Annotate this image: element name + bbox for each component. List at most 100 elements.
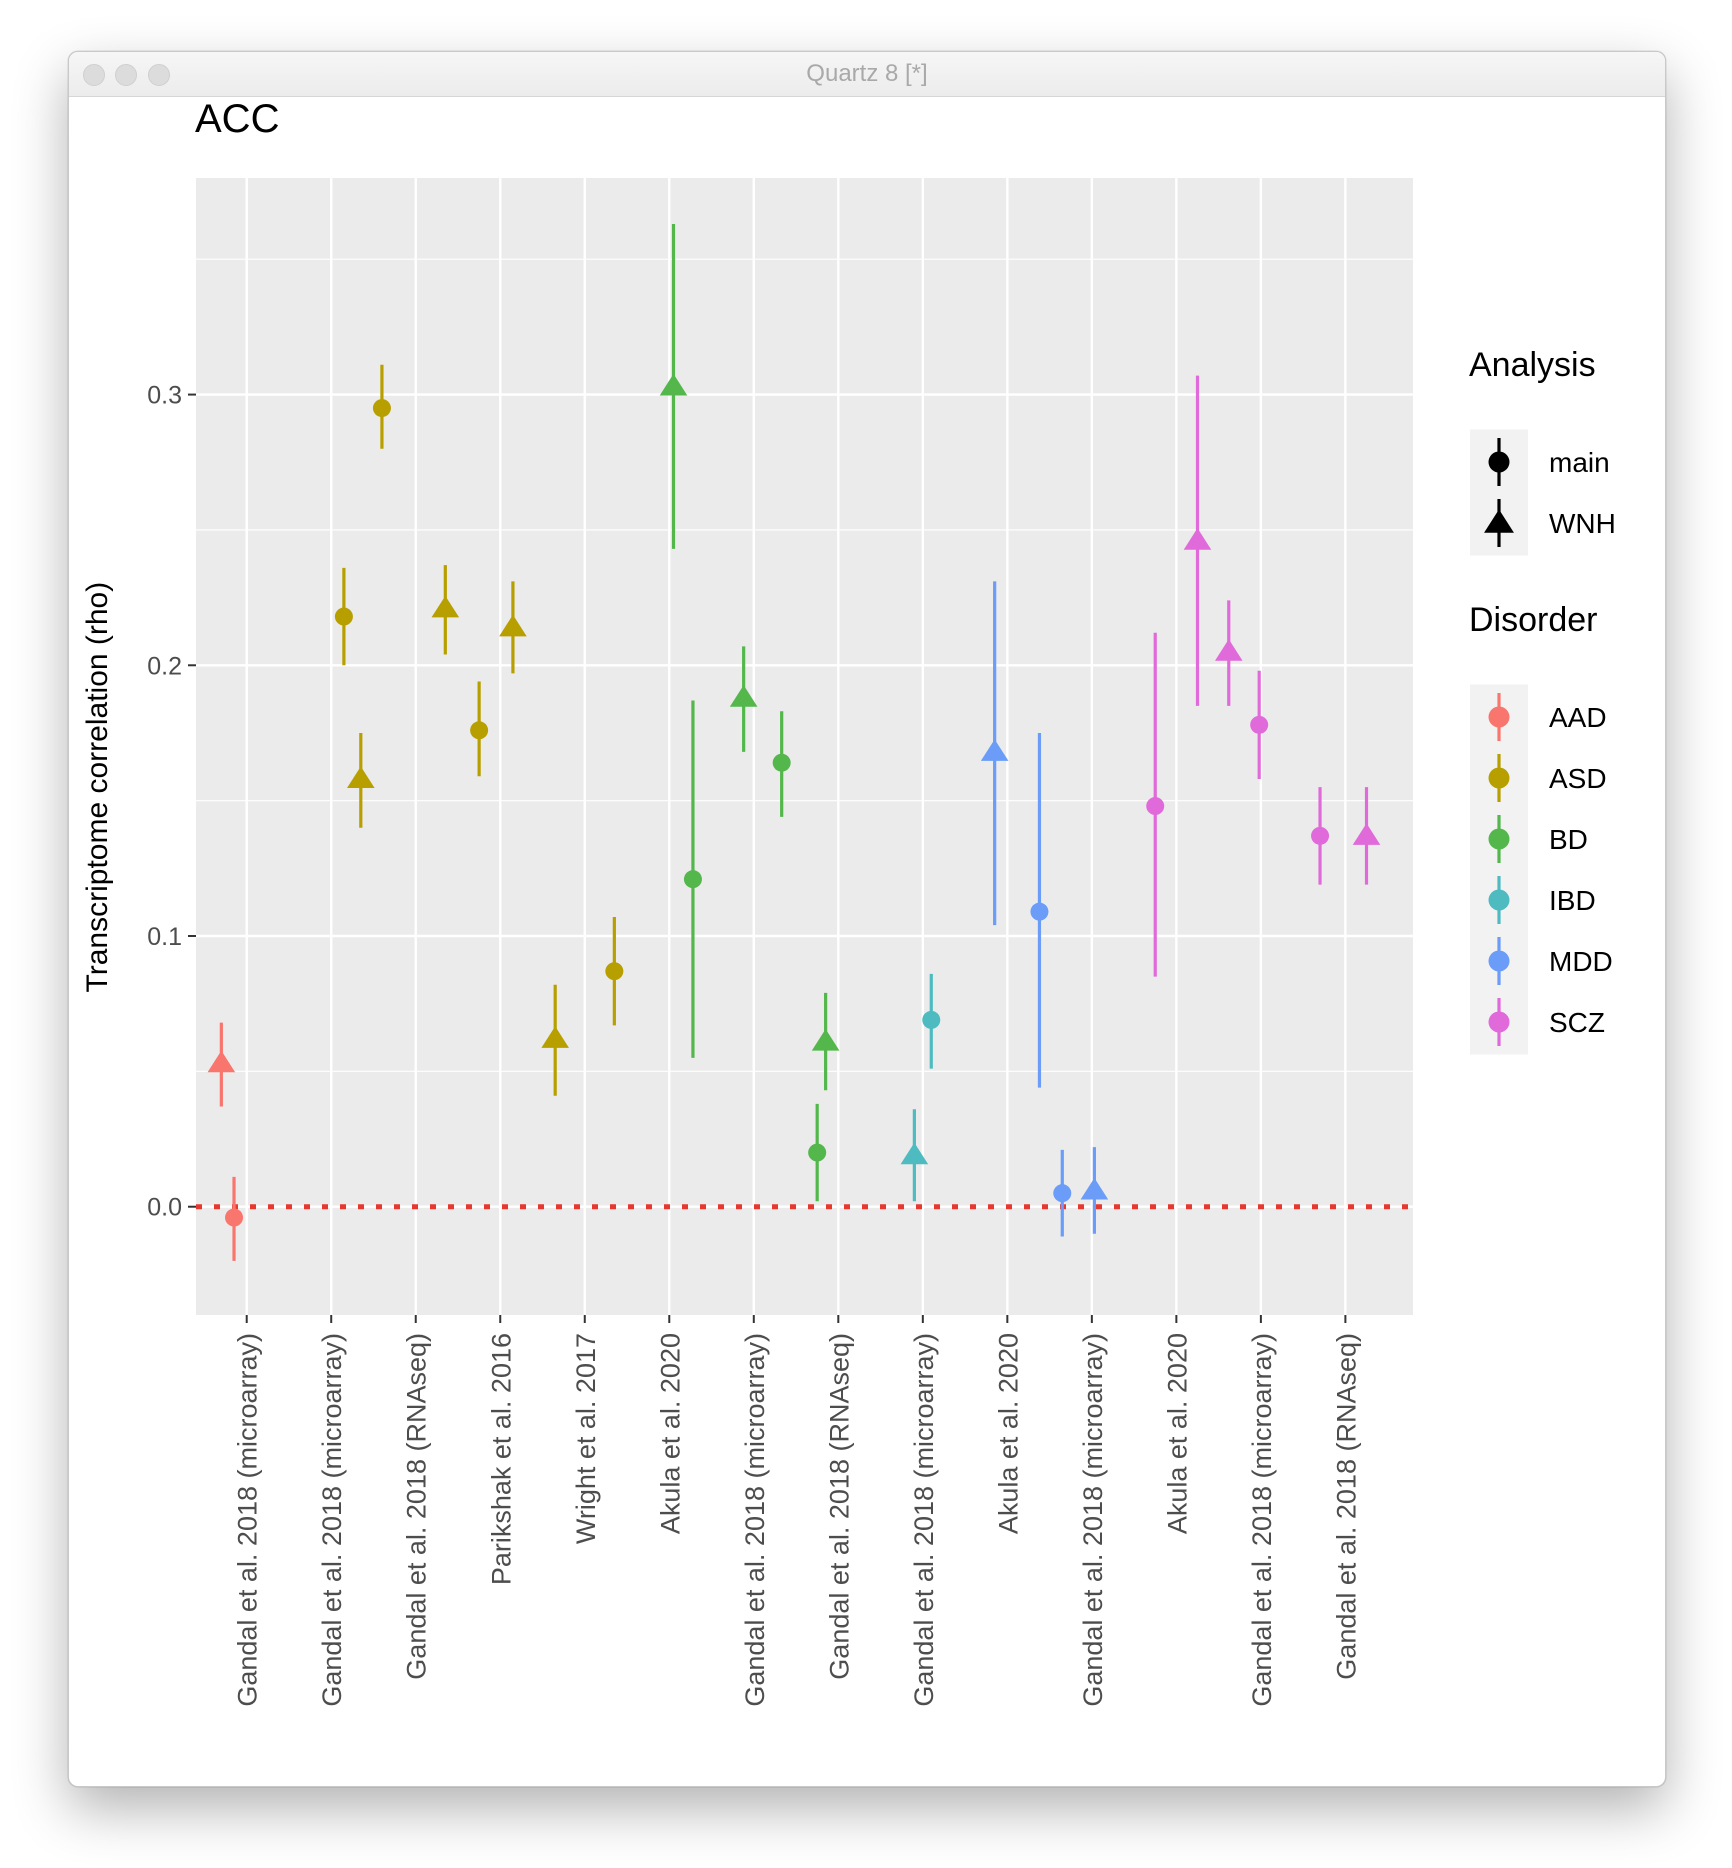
window-titlebar[interactable]: Quartz 8 [*] <box>69 52 1665 97</box>
point-triangle-marker <box>1352 823 1381 845</box>
data-point-asd-main <box>372 364 391 449</box>
chart-canvas: ACC 0.0 0.1 0.2 0.3 Gandal et al. 2018 (mic… <box>81 97 1616 1707</box>
x-tick-label: Gandal et al. 2018 (microarray) <box>909 1333 939 1707</box>
data-point-asd-wnh <box>499 581 527 674</box>
y-tick-label: 0.0 <box>147 1194 182 1222</box>
close-button[interactable] <box>83 64 105 86</box>
point-circle-marker <box>372 399 391 418</box>
point-circle-marker <box>1030 902 1049 921</box>
legend-circle-icon <box>1488 706 1510 728</box>
data-point-asd-main <box>470 681 489 777</box>
x-tick-label: Gandal et al. 2018 (microarray) <box>740 1333 770 1707</box>
y-tick-label: 0.3 <box>147 382 182 410</box>
point-circle-marker <box>470 721 489 740</box>
point-triangle-marker <box>207 1050 236 1073</box>
x-tick-label: Gandal et al. 2018 (microarray) <box>233 1333 263 1707</box>
point-circle-marker <box>1311 826 1330 845</box>
point-circle-marker <box>225 1208 244 1227</box>
point-triangle-marker <box>1214 639 1243 661</box>
chart-title: ACC <box>195 97 279 141</box>
data-point-ibd-wnh <box>900 1109 929 1202</box>
x-tick-label: Gandal et al. 2018 (RNAseq) <box>824 1333 854 1680</box>
data-point-scz-wnh <box>1214 600 1243 706</box>
legend-triangle-icon <box>1484 509 1514 533</box>
point-triangle-marker <box>431 595 460 618</box>
legend-disorder: Disorder AAD ASD BD IBD MDD SCZ <box>1469 601 1613 1055</box>
data-point-asd-main <box>605 917 624 1026</box>
legend: Analysis main WNH Disorder AAD ASD BD IBD MDD SCZ <box>1469 346 1616 1055</box>
legend-label: BD <box>1549 824 1588 855</box>
data-point-bd-wnh <box>659 224 688 549</box>
point-circle-marker <box>334 607 353 626</box>
data-point-bd-main <box>772 711 791 817</box>
legend-circle-icon <box>1488 950 1510 972</box>
data-point-asd-wnh <box>347 732 375 828</box>
legend-title: Disorder <box>1469 601 1597 639</box>
x-axis-ticks: Gandal et al. 2018 (microarray) Gandal et… <box>233 1315 1361 1707</box>
data-point-asd-wnh <box>541 984 569 1096</box>
data-point-scz-main <box>1311 787 1330 885</box>
data-point-mdd-main <box>1053 1149 1072 1237</box>
data-point-aad-main <box>225 1176 244 1261</box>
point-triangle-marker <box>1080 1177 1109 1200</box>
point-triangle-marker <box>729 685 758 707</box>
x-tick-label: Gandal et al. 2018 (microarray) <box>1078 1333 1108 1707</box>
x-tick-label: Akula et al. 2020 <box>993 1333 1023 1534</box>
point-triangle-marker <box>900 1142 929 1165</box>
point-triangle-marker <box>659 373 688 396</box>
y-axis-label: Transcriptome correlation (rho) <box>81 582 114 993</box>
point-triangle-marker <box>541 1026 569 1048</box>
data-point-scz-main <box>1250 670 1269 779</box>
legend-circle-icon <box>1488 889 1510 911</box>
legend-label: MDD <box>1549 946 1613 977</box>
y-axis-ticks: 0.0 0.1 0.2 0.3 <box>147 382 196 1222</box>
point-triangle-marker <box>811 1028 840 1051</box>
data-point-mdd-wnh <box>980 581 1009 926</box>
point-circle-marker <box>683 870 702 889</box>
y-tick-label: 0.2 <box>147 652 182 680</box>
legend-circle-icon <box>1488 767 1510 789</box>
point-triangle-marker <box>499 614 527 637</box>
y-tick-label: 0.1 <box>147 923 182 951</box>
data-point-mdd-wnh <box>1080 1147 1109 1234</box>
minimize-button[interactable] <box>115 64 137 86</box>
data-point-scz-wnh <box>1183 375 1212 706</box>
plot-panel <box>196 178 1413 1315</box>
data-point-scz-main <box>1146 632 1165 977</box>
point-circle-marker <box>772 753 791 772</box>
point-circle-marker <box>1250 715 1269 734</box>
point-triangle-marker <box>1183 528 1212 550</box>
point-circle-marker <box>605 962 624 981</box>
x-tick-label: Parikshak et al. 2016 <box>486 1333 516 1585</box>
x-tick-label: Gandal et al. 2018 (RNAseq) <box>1331 1333 1361 1680</box>
x-tick-label: Gandal et al. 2018 (RNAseq) <box>402 1333 432 1680</box>
legend-label: ASD <box>1549 763 1607 794</box>
legend-title: Analysis <box>1469 346 1596 384</box>
point-circle-marker <box>1053 1184 1072 1203</box>
legend-label: main <box>1549 447 1610 478</box>
legend-analysis: Analysis main WNH <box>1469 346 1616 556</box>
data-point-scz-wnh <box>1352 787 1381 885</box>
legend-label: AAD <box>1549 702 1607 733</box>
zoom-button[interactable] <box>148 64 170 86</box>
point-circle-marker <box>808 1143 827 1162</box>
legend-key-background <box>1470 684 1528 1055</box>
data-marks <box>207 224 1381 1261</box>
data-point-asd-main <box>334 567 353 666</box>
point-circle-marker <box>1146 797 1165 816</box>
point-triangle-marker <box>347 766 375 788</box>
x-tick-label: Wright et al. 2017 <box>571 1333 601 1544</box>
data-point-ibd-main <box>922 973 941 1069</box>
x-tick-label: Gandal et al. 2018 (microarray) <box>317 1333 347 1707</box>
legend-label: SCZ <box>1549 1007 1605 1038</box>
data-point-bd-wnh <box>811 992 840 1091</box>
point-triangle-marker <box>980 739 1009 761</box>
data-point-mdd-main <box>1030 732 1049 1088</box>
data-point-aad-wnh <box>207 1022 236 1107</box>
legend-circle-icon <box>1488 451 1510 473</box>
window-title: Quartz 8 [*] <box>806 60 928 87</box>
quartz-window: Quartz 8 [*] ACC 0.0 0.1 0.2 0.3 Gandal et … <box>68 51 1666 1787</box>
legend-label: WNH <box>1549 508 1616 539</box>
legend-circle-icon <box>1488 828 1510 850</box>
data-point-bd-wnh <box>729 646 758 752</box>
